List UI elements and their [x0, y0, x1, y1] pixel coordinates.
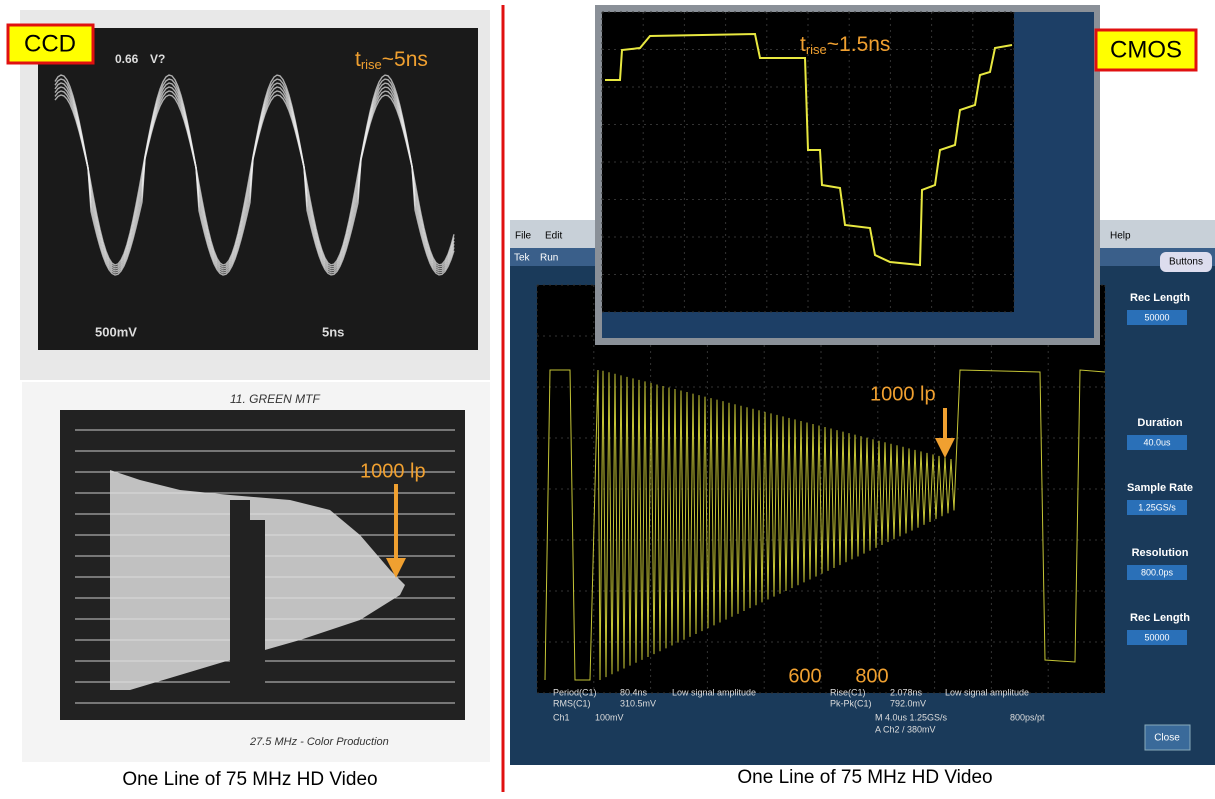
- measurement: 80.4ns: [620, 687, 648, 697]
- ccd-label: CCD: [24, 30, 76, 57]
- arrowhead: [386, 558, 406, 578]
- burst-trace: [544, 369, 1106, 681]
- measurements: Period(C1) 80.4ns Low signal amplitude Rise…: [553, 687, 1045, 734]
- handwriting: 11. GREEN MTF: [230, 392, 320, 406]
- side-value: 50000: [1144, 632, 1169, 642]
- side-panel: Rec Length 50000 Duration 40.0us Sample Rate…: [1127, 292, 1193, 645]
- measurement: Rise(C1): [830, 687, 866, 697]
- scope-text: 500mV: [95, 324, 137, 339]
- cmos-waveform: [544, 369, 1106, 681]
- wave-trace: [54, 94, 455, 276]
- ccd-scope-screen: [38, 28, 478, 350]
- measurement: 2.078ns: [890, 687, 923, 697]
- close-button[interactable]: [1144, 724, 1191, 751]
- arrow-label: 1000 lp: [870, 383, 936, 405]
- side-field: [1127, 310, 1187, 325]
- buttons-button[interactable]: [1160, 252, 1212, 272]
- status: M 4.0us 1.25GS/s: [875, 712, 948, 722]
- cmos-badge: [1094, 28, 1198, 72]
- inset-waveform: [605, 32, 1013, 267]
- scope-text: 5ns: [322, 324, 344, 339]
- ccd-badge: [6, 23, 95, 65]
- side-field: [1127, 500, 1187, 515]
- side-value: 40.0us: [1143, 437, 1171, 447]
- measurement: 310.5mV: [620, 698, 656, 708]
- measurement: Low signal amplitude: [945, 687, 1029, 697]
- side-label: Rec Length: [1130, 292, 1190, 304]
- status: Ch1: [553, 712, 570, 722]
- side-label: Rec Length: [1130, 612, 1190, 624]
- measurement: RMS(C1): [553, 698, 591, 708]
- caption: One Line of 75 MHz HD Video: [737, 767, 992, 788]
- menu-item: Edit: [545, 231, 562, 242]
- inset-side: [1014, 12, 1094, 338]
- measurement: 792.0mV: [890, 698, 926, 708]
- status: 100mV: [595, 712, 624, 722]
- side-field: [1127, 565, 1187, 580]
- status: 800ps/pt: [1010, 712, 1045, 722]
- side-value: 800.0ps: [1141, 567, 1174, 577]
- menu-item: File: [515, 231, 532, 242]
- mtf-gap: [250, 520, 265, 690]
- scope-text: V?: [150, 52, 165, 66]
- side-field: [1127, 630, 1187, 645]
- arrowhead: [935, 438, 955, 458]
- rise-label: trise~1.5ns: [800, 33, 890, 58]
- measurement: Low signal amplitude: [672, 687, 756, 697]
- measurement: Period(C1): [553, 687, 597, 697]
- side-value: 1.25GS/s: [1138, 502, 1176, 512]
- side-label: Sample Rate: [1127, 482, 1193, 494]
- marker-label: 600: [788, 665, 821, 687]
- status: A Ch2 / 380mV: [875, 724, 936, 734]
- handwriting: 27.5 MHz - Color Production: [249, 736, 389, 748]
- buttons-label: Buttons: [1169, 257, 1203, 268]
- marker-label: 800: [855, 665, 888, 687]
- mtf-gap: [230, 500, 250, 690]
- side-label: Duration: [1137, 417, 1183, 429]
- side-label: Resolution: [1132, 547, 1189, 559]
- cmos-label: CMOS: [1110, 36, 1182, 63]
- close-label: Close: [1154, 733, 1180, 744]
- menu-item: Help: [1110, 231, 1131, 242]
- rise-label: trise~5ns: [355, 48, 428, 73]
- arrow-label: 1000 lp: [360, 460, 426, 482]
- mtf-waveform: [110, 470, 405, 690]
- side-value: 50000: [1144, 312, 1169, 322]
- inset-status: [602, 312, 1014, 338]
- side-field: [1127, 435, 1187, 450]
- caption: One Line of 75 MHz HD Video: [122, 769, 377, 790]
- measurement: Pk-Pk(C1): [830, 698, 872, 708]
- tab: Run: [540, 253, 558, 264]
- tab: Tek: [514, 253, 531, 264]
- ccd-waveform: [54, 74, 455, 276]
- scope-text: 0.66: [115, 52, 139, 66]
